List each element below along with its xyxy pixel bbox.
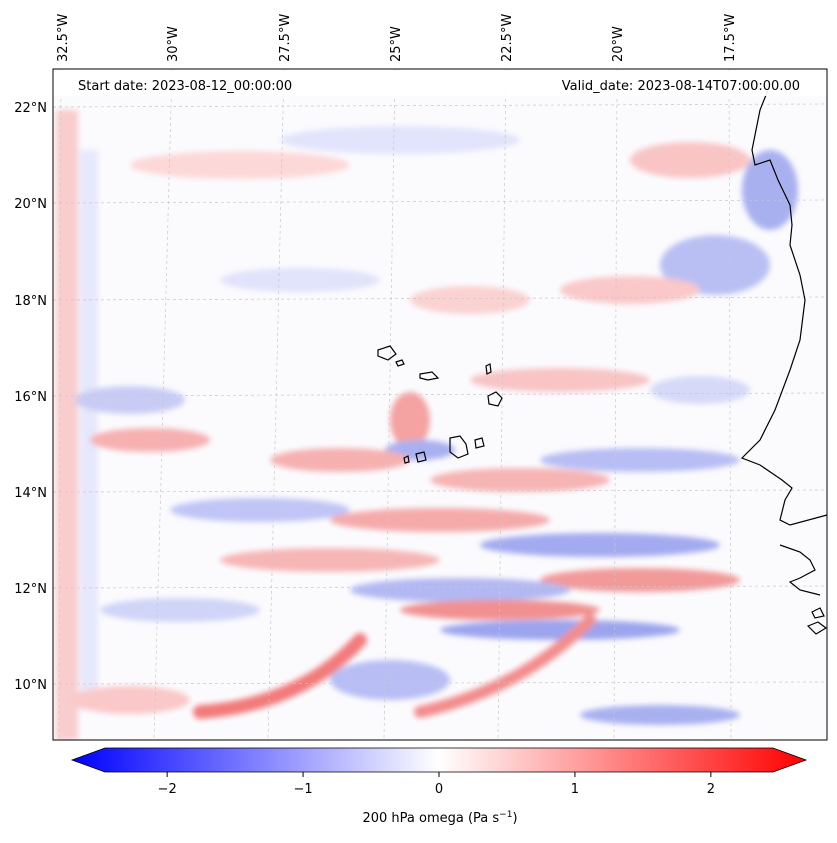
omega-negative-region: [330, 660, 450, 700]
omega-map: Start date: 2023-08-12_00:00:00 Valid_da…: [52, 68, 828, 741]
valid-date-label: Valid_date: 2023-08-14T07:00:00.00: [562, 79, 800, 94]
island-santo-antao: [377, 345, 397, 361]
omega-positive-region: [410, 286, 530, 314]
omega-field: [56, 110, 798, 740]
omega-negative-region: [80, 150, 98, 710]
colorbar-ticks: −2 −1 0 1 2: [158, 772, 715, 797]
start-date-label: Start date: 2023-08-12_00:00:00: [78, 79, 292, 94]
omega-positive-region: [220, 548, 440, 572]
colorbar-tick-label: −2: [158, 782, 177, 797]
island-brava: [403, 455, 410, 464]
omega-negative-region: [75, 386, 185, 414]
lon-label: 27.5°W: [278, 14, 293, 62]
omega-positive-region: [130, 151, 350, 179]
lon-label: 25°W: [389, 26, 404, 62]
omega-negative-region: [660, 235, 770, 295]
omega-positive-region: [90, 428, 210, 452]
lon-label: 17.5°W: [723, 14, 738, 62]
latitude-labels: 22°N 20°N 18°N 16°N 14°N 12°N 10°N: [14, 101, 47, 693]
africa-coastline: [740, 89, 828, 526]
omega-positive-region: [560, 276, 700, 304]
lat-label: 20°N: [14, 197, 47, 212]
colorbar-tick-label: 2: [707, 782, 715, 797]
omega-positive-region: [330, 508, 550, 532]
island-sal: [485, 363, 492, 375]
island-fogo: [415, 451, 427, 463]
omega-negative-region: [580, 705, 740, 725]
lat-label: 12°N: [14, 582, 47, 597]
colorbar-label: 200 hPa omega (Pa s−1): [362, 810, 517, 826]
omega-positive-region: [630, 142, 750, 178]
lat-label: 22°N: [14, 101, 47, 116]
colorbar-ramp: [70, 747, 808, 773]
coastlines: [377, 89, 828, 635]
island-sao-nicolau: [419, 371, 440, 381]
date-label-background: [53, 70, 827, 96]
omega-positive-region: [70, 686, 190, 714]
omega-positive-region: [193, 633, 367, 719]
omega-negative-region: [170, 498, 350, 522]
lat-label: 18°N: [14, 294, 47, 309]
omega-negative-region: [280, 126, 520, 154]
omega-positive-region: [390, 392, 430, 448]
island-sao-vicente: [395, 359, 405, 367]
omega-negative-region: [742, 150, 798, 230]
omega-positive-region: [56, 110, 78, 740]
lon-label: 32.5°W: [56, 14, 71, 62]
lat-label: 10°N: [14, 678, 47, 693]
omega-negative-region: [220, 268, 380, 292]
colorbar-tick-label: 1: [571, 782, 579, 797]
omega-negative-region: [350, 578, 570, 602]
omega-negative-region: [540, 448, 740, 472]
island-boa-vista: [487, 391, 503, 407]
gridlines: [52, 68, 828, 741]
bissagos-islands: [806, 607, 828, 635]
map-frame: [52, 68, 828, 741]
lon-label: 20°W: [611, 26, 626, 62]
omega-negative-region: [100, 598, 260, 622]
lat-label: 14°N: [14, 486, 47, 501]
omega-negative-region: [650, 376, 750, 404]
omega-positive-region: [414, 614, 596, 718]
omega-positive-region: [430, 468, 610, 492]
omega-positive-region: [470, 368, 650, 392]
colorbar-tick-label: 0: [435, 782, 443, 797]
island-maio: [474, 437, 485, 449]
colorbar-tick-label: −1: [293, 782, 312, 797]
omega-positive-region: [540, 568, 740, 592]
lon-label: 30°W: [166, 26, 181, 62]
lat-label: 16°N: [14, 390, 47, 405]
island-santiago: [449, 435, 469, 459]
longitude-labels: 32.5°W 30°W 27.5°W 25°W 22.5°W 20°W 17.5…: [56, 14, 738, 62]
africa-coastline: [779, 544, 821, 596]
lon-label: 22.5°W: [500, 14, 515, 62]
omega-positive-region: [270, 448, 410, 472]
omega-negative-region: [440, 620, 680, 640]
omega-negative-region: [480, 533, 720, 557]
omega-positive-region: [400, 600, 600, 620]
colorbar: −2 −1 0 1 2 200 hPa omega (Pa s−1): [70, 747, 808, 826]
